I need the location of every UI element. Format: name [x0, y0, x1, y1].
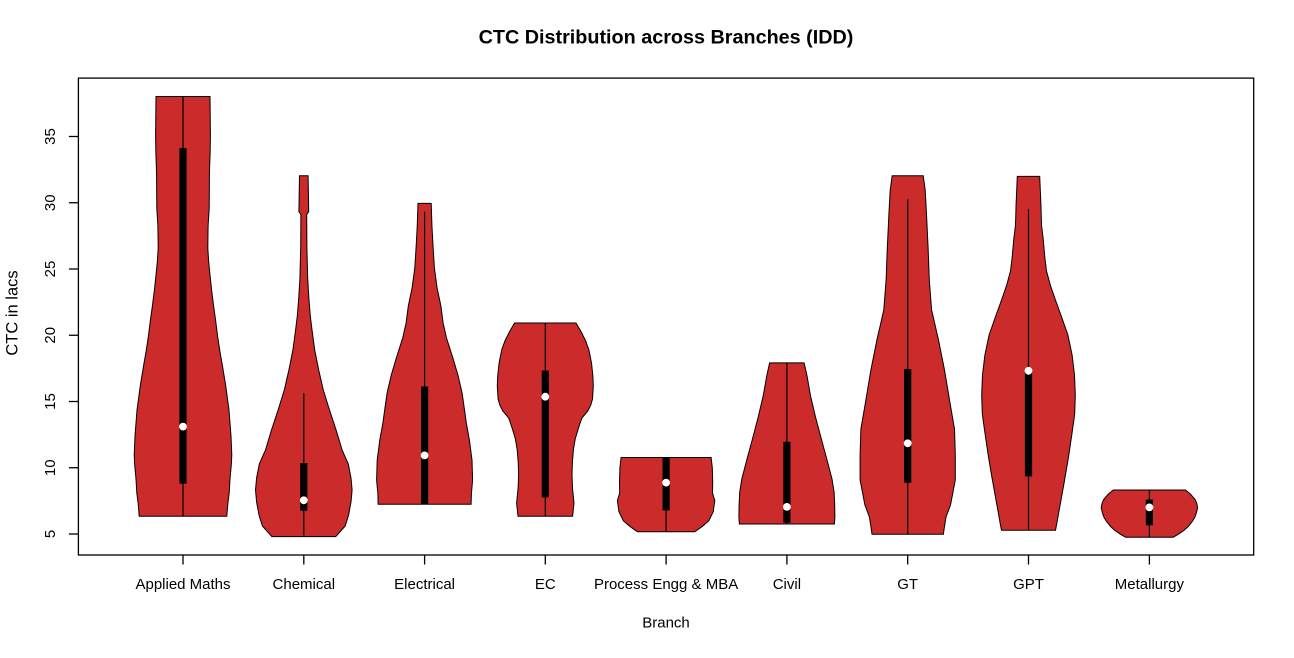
svg-text:CTC Distribution across Branch: CTC Distribution across Branches (IDD) — [479, 27, 854, 49]
svg-text:35: 35 — [42, 128, 59, 145]
svg-text:Electrical: Electrical — [394, 576, 455, 593]
svg-text:Applied Maths: Applied Maths — [135, 576, 230, 593]
svg-text:10: 10 — [42, 459, 59, 476]
svg-text:Metallurgy: Metallurgy — [1115, 576, 1185, 593]
svg-text:GT: GT — [897, 576, 918, 593]
svg-text:30: 30 — [42, 194, 59, 211]
svg-text:25: 25 — [42, 261, 59, 278]
svg-text:20: 20 — [42, 327, 59, 344]
svg-text:Civil: Civil — [773, 576, 801, 593]
svg-text:Chemical: Chemical — [273, 576, 336, 593]
svg-text:5: 5 — [42, 530, 59, 538]
svg-text:Branch: Branch — [642, 615, 690, 632]
svg-text:15: 15 — [42, 393, 59, 410]
svg-text:GPT: GPT — [1013, 576, 1044, 593]
svg-text:CTC in lacs: CTC in lacs — [4, 270, 22, 355]
svg-text:EC: EC — [535, 576, 556, 593]
svg-text:Process Engg & MBA: Process Engg & MBA — [594, 576, 738, 593]
